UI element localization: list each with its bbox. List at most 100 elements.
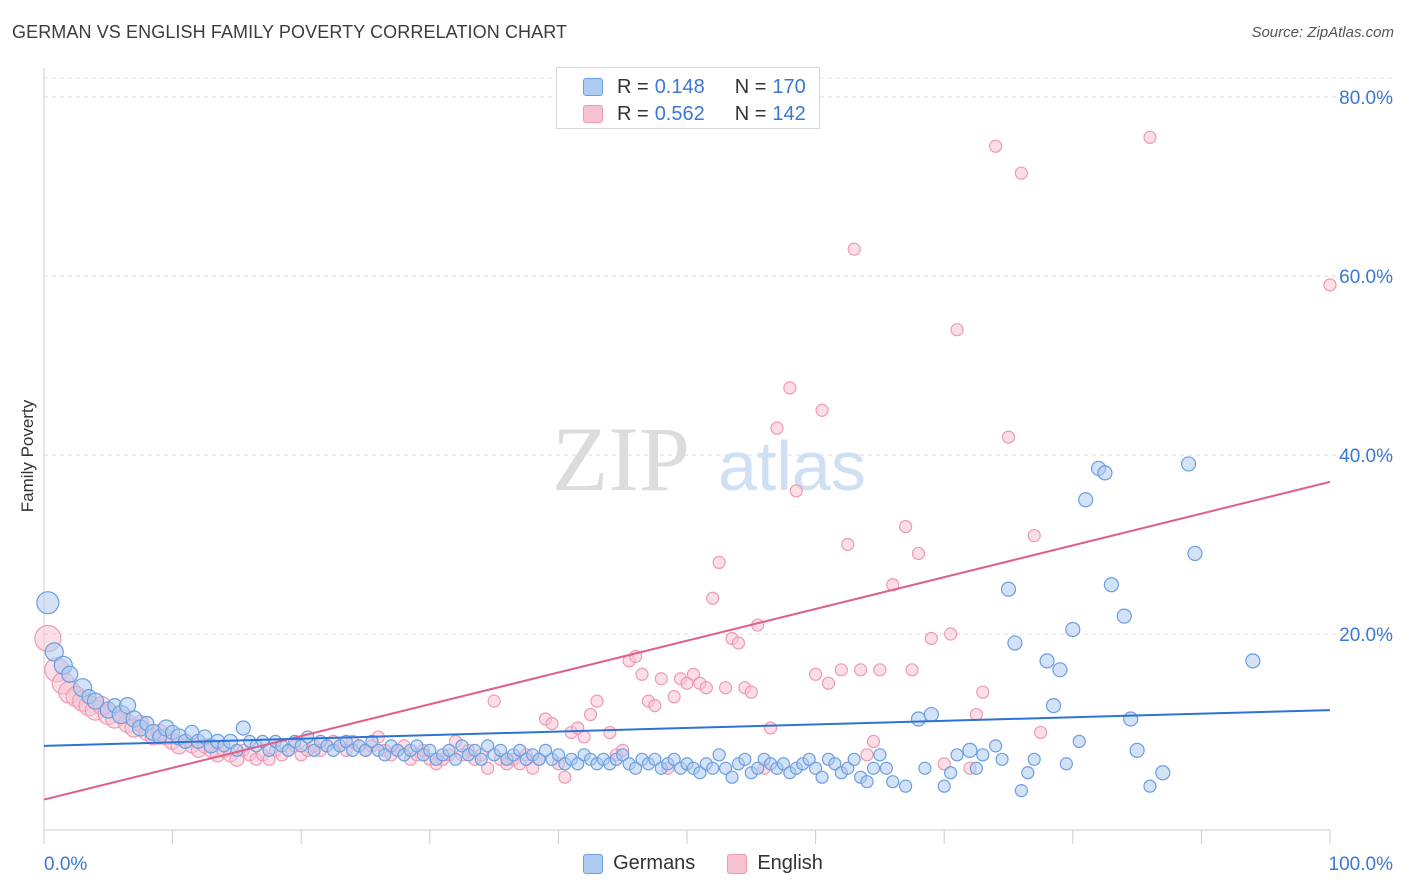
german-point (493, 743, 508, 757)
german-point (1097, 465, 1113, 481)
english-point (558, 770, 572, 784)
correlation-legend: R = 0.148 N = 170 R = 0.562 N = 142 (556, 67, 820, 129)
english-point (526, 761, 540, 775)
german-point (995, 752, 1009, 766)
german-point (923, 706, 939, 723)
english-swatch (583, 105, 603, 123)
german-point (1014, 784, 1028, 798)
german-point (294, 739, 308, 753)
german-point (455, 739, 469, 753)
english-point (744, 685, 758, 699)
german-point (36, 591, 60, 615)
germans-r-value: 0.148 (654, 75, 705, 98)
german-point (442, 743, 456, 757)
english-point (815, 403, 829, 417)
english-point (706, 591, 720, 605)
german-point (950, 748, 964, 762)
german-point (944, 766, 958, 780)
german-point (1039, 653, 1055, 669)
german-point (976, 748, 990, 762)
english-legend-swatch (727, 853, 748, 874)
german-point (1065, 621, 1081, 638)
english-point (590, 694, 604, 708)
german-point (307, 743, 321, 757)
germans-legend-label: Germans (613, 852, 696, 874)
german-point (468, 743, 482, 757)
german-point (474, 752, 488, 766)
english-point (989, 139, 1003, 153)
english-point (854, 663, 868, 677)
english-point (583, 707, 598, 722)
english-trend-line (43, 480, 1331, 801)
english-point (648, 698, 662, 713)
english-point (950, 323, 964, 337)
german-point (918, 761, 932, 775)
german-point (860, 775, 874, 789)
german-point (1007, 635, 1023, 651)
english-point (821, 676, 836, 690)
german-point (989, 739, 1003, 753)
english-point (686, 667, 701, 681)
english-point (905, 663, 919, 677)
german-point (532, 752, 546, 766)
english-point (937, 757, 951, 771)
english-point (1027, 528, 1041, 543)
german-point (1021, 766, 1035, 780)
english-point (731, 636, 746, 650)
german-point (667, 752, 681, 766)
german-point (61, 665, 79, 683)
german-point (879, 761, 893, 775)
german-point (448, 752, 463, 766)
english-point (841, 537, 855, 552)
legend-item-germans[interactable]: Germans (583, 852, 695, 875)
german-point (235, 720, 251, 736)
german-point (86, 692, 105, 710)
germans-n-value: 170 (772, 75, 806, 98)
german-point (365, 734, 379, 749)
german-point (538, 743, 553, 757)
x-tick-label: 0.0% (44, 854, 87, 875)
english-point (487, 694, 501, 708)
english-point (577, 730, 591, 744)
german-point (937, 779, 951, 793)
english-point (1001, 430, 1016, 444)
legend-r-label: R = (617, 75, 649, 98)
y-tick-label: 60.0% (1339, 267, 1393, 288)
english-point (873, 663, 887, 677)
english-point (899, 519, 913, 534)
legend-r-label: R = (617, 102, 649, 125)
germans-series-points (36, 456, 1261, 798)
german-point (571, 757, 585, 771)
tick-labels: 20.0% 40.0% 60.0% 80.0% 0.0% 100.0% (44, 88, 1393, 875)
german-point (551, 748, 566, 762)
german-point (1052, 662, 1068, 678)
english-point (783, 381, 797, 395)
german-point (44, 642, 64, 662)
german-point (751, 761, 765, 775)
legend-row-english: R = 0.562 N = 142 (583, 102, 806, 126)
english-point (1143, 130, 1157, 144)
german-point (628, 761, 643, 775)
english-point (866, 734, 881, 749)
german-point (910, 711, 927, 727)
german-point (808, 761, 823, 775)
english-point (834, 663, 848, 677)
german-point (1123, 711, 1139, 727)
german-point (1245, 653, 1261, 669)
german-point (281, 743, 295, 757)
german-point (962, 742, 978, 758)
german-point (1000, 581, 1017, 597)
german-point (616, 748, 630, 762)
x-tick-label: 100.0% (1329, 854, 1394, 875)
english-point (635, 667, 649, 681)
german-point (886, 775, 900, 789)
y-tick-label: 80.0% (1339, 88, 1393, 109)
english-legend-label: English (757, 852, 823, 874)
german-point (1072, 734, 1086, 749)
german-point (410, 739, 424, 753)
watermark: ZIP atlas (552, 408, 866, 510)
english-point (712, 555, 726, 570)
german-point (725, 770, 739, 784)
legend-item-english[interactable]: English (727, 852, 823, 875)
